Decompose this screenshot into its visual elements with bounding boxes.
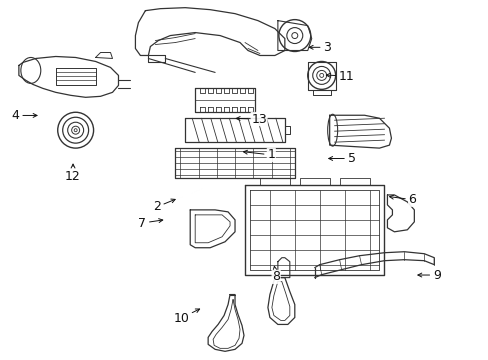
Text: 2: 2: [153, 199, 175, 213]
Text: 10: 10: [173, 309, 199, 325]
Text: 3: 3: [308, 41, 330, 54]
Text: 11: 11: [325, 69, 354, 82]
Text: 5: 5: [328, 152, 355, 165]
Text: 13: 13: [236, 113, 266, 126]
Text: 7: 7: [138, 216, 163, 230]
Text: 6: 6: [389, 193, 416, 206]
Text: 9: 9: [417, 269, 440, 282]
Text: 8: 8: [272, 266, 280, 283]
Text: 1: 1: [243, 148, 275, 161]
Text: 4: 4: [12, 109, 37, 122]
Text: 12: 12: [65, 164, 81, 183]
